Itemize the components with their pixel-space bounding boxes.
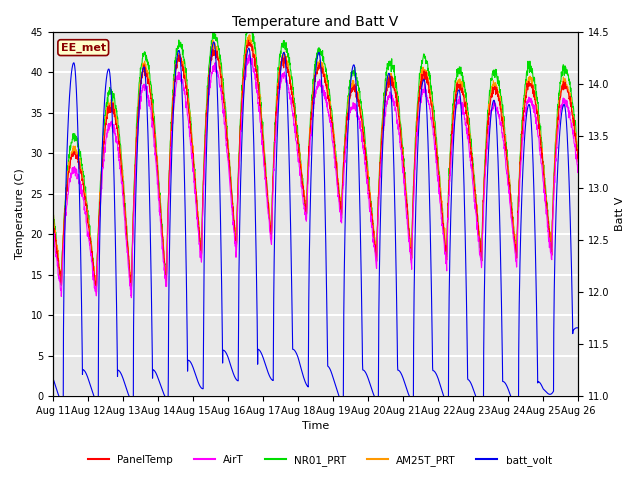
Y-axis label: Batt V: Batt V — [615, 197, 625, 231]
Legend: PanelTemp, AirT, NR01_PRT, AM25T_PRT, batt_volt: PanelTemp, AirT, NR01_PRT, AM25T_PRT, ba… — [84, 451, 556, 470]
Text: EE_met: EE_met — [61, 43, 106, 53]
X-axis label: Time: Time — [302, 421, 329, 432]
Title: Temperature and Batt V: Temperature and Batt V — [232, 15, 399, 29]
Y-axis label: Temperature (C): Temperature (C) — [15, 168, 25, 259]
